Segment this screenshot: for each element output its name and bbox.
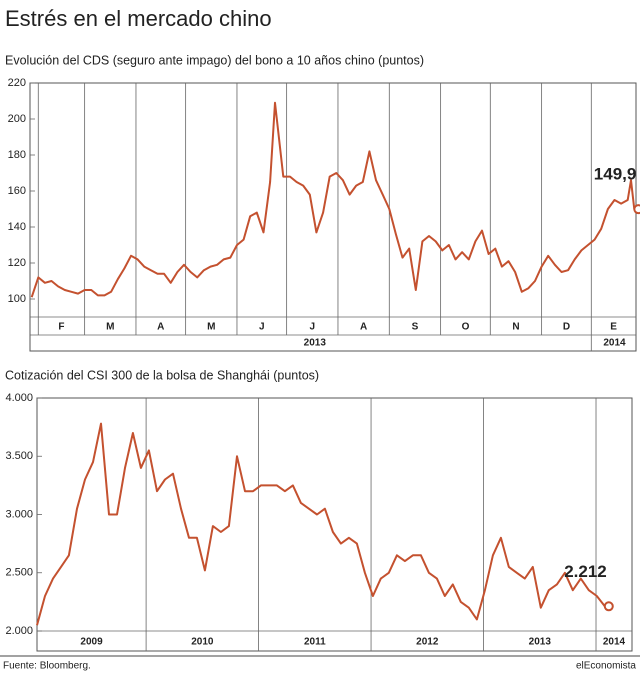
x-tick-label: J (259, 322, 265, 333)
data-line (30, 101, 636, 298)
y-tick-label: 3.000 (5, 508, 33, 520)
x-tick-label: O (462, 322, 470, 333)
y-tick-label: 4.000 (5, 392, 33, 404)
x-tick-label: M (106, 322, 114, 333)
y-tick-label: 220 (8, 77, 26, 89)
x-tick-label: 2014 (603, 637, 626, 648)
year-label: 2013 (304, 338, 327, 349)
year-label: 2014 (603, 338, 626, 349)
y-tick-label: 100 (8, 293, 26, 305)
x-tick-label: 2010 (191, 637, 214, 648)
y-tick-label: 120 (8, 257, 26, 269)
x-tick-label: N (512, 322, 519, 333)
y-tick-label: 160 (8, 185, 26, 197)
end-label: 2.212 (564, 562, 607, 581)
x-tick-label: 2012 (416, 637, 439, 648)
brand: elEconomista (576, 661, 636, 672)
x-tick-label: 2009 (80, 637, 103, 648)
plot-frame (29, 82, 637, 352)
x-tick-label: A (157, 322, 164, 333)
x-tick-label: F (58, 322, 64, 333)
x-tick-label: M (207, 322, 215, 333)
source: Fuente: Bloomberg. (3, 661, 91, 672)
y-tick-label: 2.500 (5, 567, 33, 579)
y-tick-label: 180 (8, 149, 26, 161)
x-tick-label: A (360, 322, 367, 333)
x-tick-label: J (310, 322, 316, 333)
end-marker (603, 601, 614, 612)
y-tick-label: 200 (8, 113, 26, 125)
plot-frame (36, 397, 633, 652)
x-tick-label: 2011 (304, 637, 326, 648)
y-tick-label: 3.500 (5, 450, 33, 462)
data-line (36, 422, 606, 626)
main-title: Estrés en el mercado chino (5, 6, 272, 31)
y-tick-label: 140 (8, 221, 26, 233)
x-tick-label: S (412, 322, 419, 333)
x-tick-label: D (563, 322, 570, 333)
chart-title: Cotización del CSI 300 de la bolsa de Sh… (5, 368, 319, 382)
chart-title: Evolución del CDS (seguro ante impago) d… (5, 53, 424, 67)
x-tick-label: 2013 (529, 637, 552, 648)
end-marker (633, 204, 640, 215)
end-label: 149,9 (594, 165, 637, 184)
x-tick-label: E (610, 322, 617, 333)
y-tick-label: 2.000 (5, 625, 33, 637)
